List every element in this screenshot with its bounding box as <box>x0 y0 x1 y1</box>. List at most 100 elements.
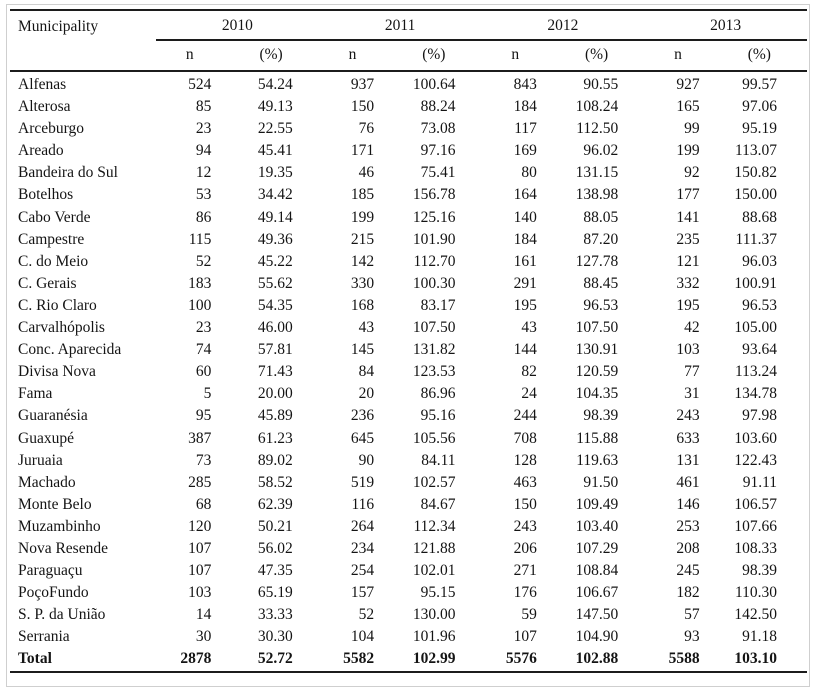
value-cell: 112.70 <box>413 252 456 270</box>
value-cell: 97.06 <box>742 98 777 116</box>
value-cell: 291 <box>513 274 537 292</box>
table-row: Machado 285 58.52 519 102.57 463 91.50 461 91.11 <box>10 472 807 494</box>
municipality-cell: Cabo Verde <box>18 208 91 226</box>
table-row: Arceburgo 23 22.55 76 73.08 117 112.50 99 95.19 <box>10 118 807 140</box>
sub-header-n-2010: n <box>156 40 238 72</box>
value-cell: 84.11 <box>421 451 456 469</box>
value-cell: 708 <box>513 429 537 447</box>
value-cell: 145 <box>350 341 375 359</box>
value-cell: 182 <box>676 584 700 602</box>
table-body: Alfenas 524 54.24 937 100.64 843 90.55 927 99.57… <box>10 71 807 673</box>
value-cell: 24 <box>521 385 537 403</box>
value-cell: 106.57 <box>734 495 777 513</box>
year-header-row: Municipality 2010 2011 2012 2013 <box>10 10 807 72</box>
value-cell: 168 <box>350 296 375 314</box>
value-cell: 121 <box>676 252 700 270</box>
value-cell: 33.33 <box>257 606 293 624</box>
value-cell: 122.43 <box>734 451 777 469</box>
table-row: Conc. Aparecida 74 57.81 145 131.82 144 130.91… <box>10 339 807 361</box>
value-cell: 271 <box>513 562 537 580</box>
value-cell: 52.72 <box>237 648 319 673</box>
value-cell: 95.19 <box>742 120 777 138</box>
value-cell: 98.39 <box>583 407 619 425</box>
value-cell: 177 <box>676 186 700 204</box>
municipality-cell: S. P. da União <box>18 606 106 624</box>
table-row: C. do Meio 52 45.22 142 112.70 161 127.78 121 96… <box>10 251 807 273</box>
value-cell: 125.16 <box>412 208 456 226</box>
municipality-cell: Carvalhópolis <box>18 319 105 337</box>
value-cell: 23 <box>195 120 212 138</box>
municipality-cell: C. Rio Claro <box>18 296 97 314</box>
value-cell: 243 <box>676 407 700 425</box>
value-cell: 83.17 <box>420 296 456 314</box>
table-row: Divisa Nova 60 71.43 84 123.53 82 120.59 77 113.… <box>10 361 807 383</box>
table-row: Botelhos 53 34.42 185 156.78 164 138.98 177 150.… <box>10 184 807 206</box>
value-cell: 112.34 <box>413 517 456 535</box>
value-cell: 843 <box>513 76 537 93</box>
value-cell: 134.78 <box>734 385 777 403</box>
municipality-cell: Conc. Aparecida <box>18 341 122 359</box>
value-cell: 254 <box>350 562 375 580</box>
value-cell: 20.00 <box>257 385 293 403</box>
value-cell: 84.67 <box>420 495 456 513</box>
value-cell: 243 <box>513 517 537 535</box>
value-cell: 150 <box>350 98 375 116</box>
value-cell: 49.13 <box>257 98 293 116</box>
value-cell: 5588 <box>644 648 726 673</box>
municipality-cell: Alterosa <box>18 98 71 116</box>
value-cell: 97.98 <box>742 407 777 425</box>
value-cell: 108.84 <box>575 562 619 580</box>
value-cell: 116 <box>351 495 375 513</box>
value-cell: 150.82 <box>734 164 777 182</box>
value-cell: 80 <box>521 164 537 182</box>
value-cell: 208 <box>676 539 700 557</box>
value-cell: 332 <box>676 274 700 292</box>
value-cell: 130.91 <box>575 341 619 359</box>
value-cell: 105.00 <box>734 319 777 337</box>
value-cell: 199 <box>676 142 700 160</box>
value-cell: 107 <box>188 562 212 580</box>
value-cell: 96.53 <box>583 296 619 314</box>
value-cell: 86.96 <box>420 385 456 403</box>
value-cell: 90 <box>358 451 375 469</box>
value-cell: 108.33 <box>734 539 777 557</box>
value-cell: 101.96 <box>412 628 456 646</box>
value-cell: 88.45 <box>583 274 619 292</box>
value-cell: 236 <box>350 407 375 425</box>
value-cell: 108.24 <box>575 98 619 116</box>
value-cell: 90.55 <box>583 76 619 93</box>
municipality-cell: Monte Belo <box>18 495 92 513</box>
value-cell: 104.35 <box>575 385 619 403</box>
sub-header-row: n (%) n (%) n (%) n (%) <box>10 40 807 72</box>
value-cell: 165 <box>676 98 700 116</box>
value-cell: 150.00 <box>734 186 777 204</box>
municipality-cell: Nova Resende <box>18 539 108 557</box>
municipality-cell: Paraguaçu <box>18 562 83 580</box>
value-cell: 101.90 <box>412 230 456 248</box>
municipality-cell: C. do Meio <box>18 252 89 270</box>
value-cell: 117 <box>514 120 537 138</box>
value-cell: 109.49 <box>575 495 619 513</box>
municipality-cell: Fama <box>18 385 53 403</box>
value-cell: 95 <box>195 407 212 425</box>
value-cell: 199 <box>350 208 375 226</box>
value-cell: 463 <box>513 473 537 491</box>
value-cell: 140 <box>513 208 537 226</box>
column-header-municipality: Municipality <box>10 10 156 72</box>
value-cell: 91.18 <box>742 628 777 646</box>
value-cell: 285 <box>188 473 212 491</box>
value-cell: 68 <box>195 495 212 513</box>
value-cell: 73 <box>195 451 212 469</box>
value-cell: 141 <box>676 208 700 226</box>
value-cell: 77 <box>684 363 700 381</box>
municipality-cell: Muzambinho <box>18 517 101 535</box>
value-cell: 12 <box>195 164 212 182</box>
value-cell: 91.50 <box>583 473 619 491</box>
value-cell: 107.50 <box>575 319 619 337</box>
value-cell: 206 <box>513 539 537 557</box>
value-cell: 142 <box>350 252 375 270</box>
value-cell: 100.30 <box>412 274 456 292</box>
table-row: Fama 5 20.00 20 86.96 24 104.35 31 134.78 <box>10 383 807 405</box>
value-cell: 96.53 <box>742 296 777 314</box>
value-cell: 112.50 <box>576 120 619 138</box>
